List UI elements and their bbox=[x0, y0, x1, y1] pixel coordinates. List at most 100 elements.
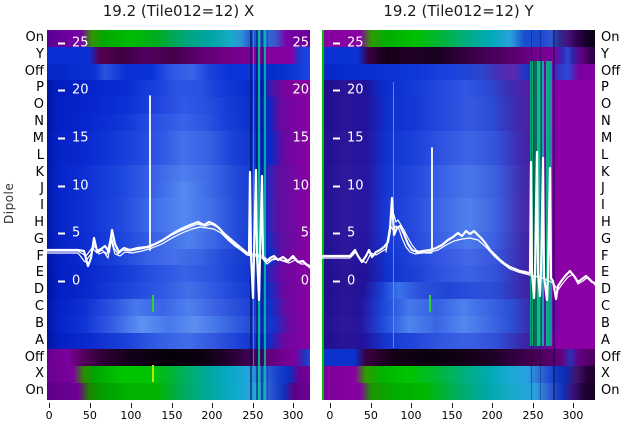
tick-dash bbox=[333, 42, 340, 44]
panel-title-x: 19.2 (Tile012=12) X bbox=[102, 2, 255, 20]
line-series bbox=[385, 209, 433, 254]
heatmap-row bbox=[47, 30, 310, 47]
tick-dash bbox=[333, 185, 340, 187]
heatmap-row bbox=[322, 97, 595, 115]
dipole-labels-right: On Y Off P O N M L K J I H G F E D C B A Off X On bbox=[601, 30, 639, 400]
heatmap-row bbox=[47, 299, 310, 316]
tick-dash bbox=[333, 137, 340, 139]
dipole-label-right: N bbox=[601, 114, 611, 130]
dipole-label-right: O bbox=[601, 97, 612, 113]
dipole-label-left: M bbox=[32, 130, 44, 146]
x-tick-label: 0 bbox=[326, 409, 334, 422]
x-tick-mark bbox=[329, 403, 331, 408]
heatmap-row bbox=[322, 248, 595, 266]
heatmap-vline bbox=[429, 294, 432, 312]
dipole-label-right: E bbox=[601, 265, 610, 281]
x-tick-label: 50 bbox=[82, 409, 97, 422]
heatmap-row bbox=[322, 366, 595, 384]
heatmap-vline bbox=[264, 30, 266, 400]
x-tick-mark bbox=[211, 403, 213, 408]
heatmap-panel-x: 25 25 20 20 15 15 10 10 5 5 0 0 bbox=[47, 30, 310, 400]
y-tick-label-right: 10 bbox=[292, 178, 309, 194]
y-tick-label-left: 10 bbox=[58, 179, 89, 194]
heatmap-row bbox=[322, 46, 595, 64]
y-tick-label-right: 25 bbox=[292, 35, 309, 51]
heatmap-row bbox=[47, 114, 310, 131]
heatmap-row bbox=[47, 214, 310, 232]
heatmap-vline bbox=[258, 30, 260, 400]
heatmap-row bbox=[47, 63, 310, 81]
dipole-label-left: J bbox=[40, 181, 44, 197]
dipole-label-left: Y bbox=[36, 46, 44, 62]
heatmap-row bbox=[322, 299, 595, 316]
x-tick-mark bbox=[252, 403, 254, 408]
dipole-label-right: F bbox=[601, 248, 609, 264]
heatmap-vline bbox=[537, 61, 541, 347]
x-tick-label: 100 bbox=[120, 409, 142, 422]
heatmap-vline bbox=[151, 365, 155, 383]
y-tick-label-right: 20 bbox=[292, 82, 309, 98]
dipole-label-right: B bbox=[601, 315, 610, 331]
x-tick-label: 150 bbox=[441, 409, 463, 422]
tick-dash bbox=[333, 89, 340, 91]
tick-dash bbox=[58, 42, 65, 44]
line-series bbox=[322, 224, 595, 291]
y-tick-label-left: 25 bbox=[333, 36, 364, 51]
dipole-label-right: J bbox=[601, 181, 605, 197]
dipole-label-right: H bbox=[601, 215, 611, 230]
dipole-label-left: H bbox=[34, 215, 44, 230]
y-tick-label-left: 20 bbox=[333, 83, 364, 98]
dipole-label-left: L bbox=[36, 147, 44, 163]
heatmap-vline bbox=[552, 30, 555, 400]
heatmap-row bbox=[47, 332, 310, 350]
x-tick-label: 200 bbox=[481, 409, 503, 422]
panel-title-y: 19.2 (Tile012=12) Y bbox=[383, 2, 534, 20]
dipole-label-right: I bbox=[601, 198, 605, 214]
heatmap-row bbox=[322, 130, 595, 148]
heatmap-row bbox=[322, 30, 595, 47]
heatmap-row bbox=[322, 114, 595, 131]
heatmap-vline bbox=[322, 30, 325, 400]
dipole-label-left: I bbox=[40, 198, 44, 214]
dipole-label-left: B bbox=[35, 315, 44, 331]
heatmap-row bbox=[47, 315, 310, 333]
x-tick-label: 300 bbox=[562, 409, 584, 422]
dipole-label-left: N bbox=[34, 114, 44, 130]
bandpass-lines bbox=[47, 95, 310, 302]
x-tick-mark bbox=[171, 403, 173, 408]
x-tick-mark bbox=[49, 403, 51, 408]
dipole-label-right: G bbox=[601, 231, 612, 247]
heatmap-vline bbox=[252, 30, 255, 400]
heatmap-vline bbox=[545, 61, 549, 347]
heatmap-panel-y: 25 20 15 10 5 0 bbox=[322, 30, 595, 400]
tick-dash bbox=[333, 280, 340, 282]
dipole-label-left: A bbox=[35, 332, 44, 348]
y-tick-label-right: 0 bbox=[300, 273, 309, 289]
x-tick-mark bbox=[492, 403, 494, 408]
y-tick-label-left: 15 bbox=[58, 131, 89, 146]
dipole-label-left: G bbox=[33, 231, 44, 247]
dipole-label-right: M bbox=[601, 130, 613, 146]
heatmap-row bbox=[47, 46, 310, 64]
x-tick-label: 250 bbox=[242, 409, 264, 422]
tick-dash bbox=[58, 89, 65, 91]
heatmap-row bbox=[322, 80, 595, 98]
tick-dash bbox=[58, 280, 65, 282]
x-tick-label: 100 bbox=[400, 409, 422, 422]
x-tick-mark bbox=[89, 403, 91, 408]
x-tick-label: 150 bbox=[161, 409, 183, 422]
dipole-label-right: A bbox=[601, 332, 610, 348]
line-series bbox=[47, 223, 310, 267]
heatmap-row bbox=[47, 383, 310, 400]
heatmap-row bbox=[322, 63, 595, 81]
y-tick-label-left: 20 bbox=[58, 83, 89, 98]
dipole-label-left: On bbox=[25, 383, 44, 399]
dipole-label-left: F bbox=[36, 248, 44, 264]
x-axis-right: 0 50 100 150 200 250 300 bbox=[322, 400, 595, 430]
dipole-label-right: K bbox=[601, 164, 610, 180]
heatmap-row bbox=[47, 97, 310, 115]
y-tick-label-left: 5 bbox=[58, 226, 80, 241]
y-tick-label-left: 0 bbox=[58, 274, 80, 289]
x-axis-left: 0 50 100 150 200 250 300 bbox=[46, 400, 310, 430]
dipole-label-right: Y bbox=[601, 46, 609, 62]
